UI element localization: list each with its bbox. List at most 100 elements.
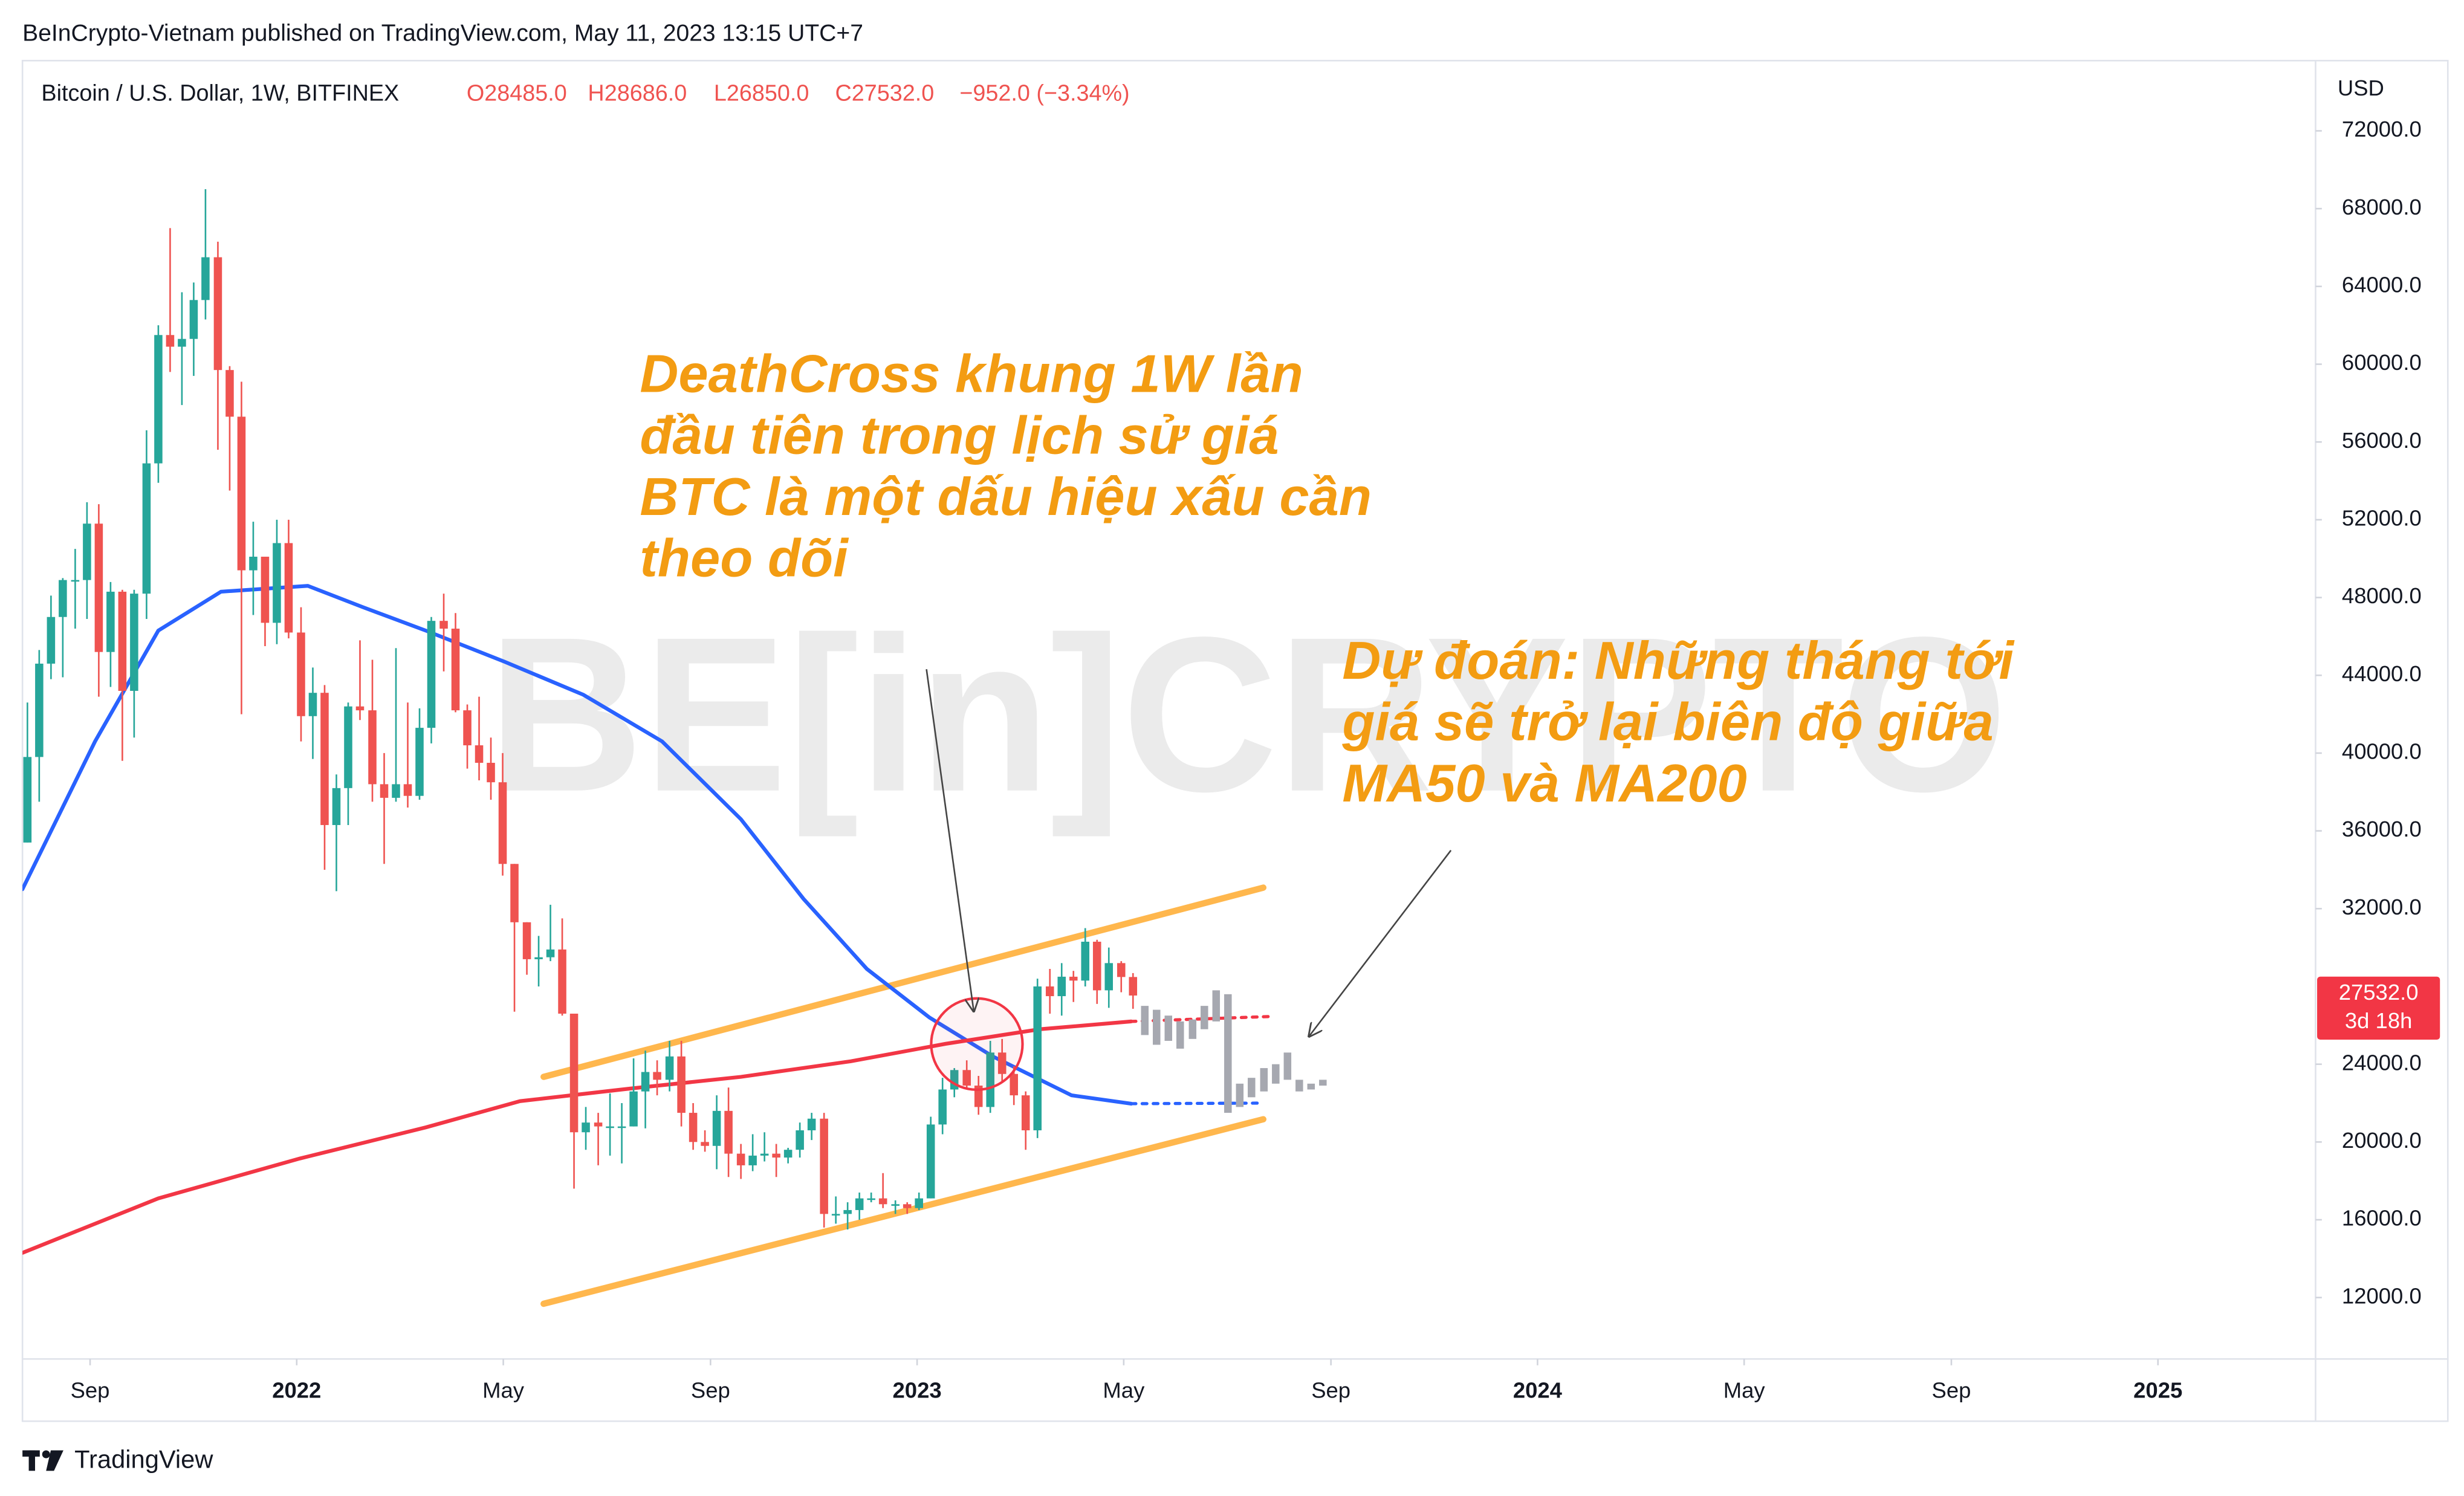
x-tick-label: Sep — [71, 1378, 110, 1403]
candle-body — [820, 1118, 828, 1214]
candle-body — [510, 864, 519, 922]
candle-body — [546, 949, 555, 957]
candle-body — [94, 523, 103, 652]
candle-body — [701, 1142, 709, 1146]
candle-body — [1033, 986, 1042, 1131]
watermark: BE[in]CRYPTO — [488, 592, 2008, 839]
candle-body — [594, 1122, 603, 1127]
candle-body — [1104, 963, 1114, 991]
cross-highlight — [930, 997, 1024, 1091]
header: BeInCrypto-Vietnam published on TradingV… — [22, 21, 863, 47]
candle-body — [320, 693, 329, 825]
y-tick-label: 36000.0 — [2342, 817, 2422, 841]
forecast-bar — [1307, 1083, 1315, 1090]
candle-body — [213, 257, 222, 371]
candle-body — [392, 784, 400, 798]
candle-body — [796, 1130, 804, 1150]
forecast-bar — [1260, 1068, 1268, 1092]
y-tick-label: 16000.0 — [2342, 1206, 2422, 1231]
candle-body — [606, 1126, 614, 1128]
candle-body — [807, 1118, 816, 1131]
candle-body — [1045, 986, 1054, 997]
candle-body — [178, 338, 186, 347]
candle-body — [1081, 941, 1090, 981]
candle-body — [189, 300, 198, 339]
y-tick-label: 68000.0 — [2342, 195, 2422, 219]
candle-body — [724, 1110, 733, 1154]
candle-body — [629, 1091, 638, 1127]
x-tick-label: 2023 — [893, 1378, 942, 1403]
y-tick-label: 24000.0 — [2342, 1050, 2422, 1075]
ohlc-high: H28686.0 — [588, 80, 687, 106]
candle-body — [855, 1198, 864, 1210]
forecast-bar — [1176, 1021, 1184, 1049]
candle-body — [843, 1209, 852, 1214]
forecast-bar — [1295, 1080, 1303, 1092]
candle-body — [415, 728, 424, 796]
candle-body — [1069, 976, 1078, 981]
line — [540, 1116, 1267, 1307]
forecast-bar — [1188, 1019, 1197, 1039]
x-tick-label: Sep — [1932, 1378, 1971, 1403]
arrow — [926, 669, 974, 1011]
annotation-line: giá sẽ trở lại biên độ giữa — [1341, 691, 1993, 751]
candle-body — [308, 693, 317, 716]
candle-body — [915, 1198, 923, 1208]
candle-body — [558, 949, 566, 1014]
candle-body — [273, 543, 281, 623]
candle-body — [653, 1072, 661, 1080]
candle-body — [249, 557, 258, 571]
candle-body — [35, 663, 44, 757]
candle-body — [534, 957, 543, 959]
ohlc-low: L26850.0 — [714, 80, 809, 106]
candle-body — [962, 1070, 971, 1086]
y-tick-label: 12000.0 — [2342, 1283, 2422, 1308]
y-tick-label: 72000.0 — [2342, 117, 2422, 141]
price-tag — [2317, 976, 2440, 1040]
candle-body — [783, 1150, 793, 1158]
candle-body — [142, 463, 151, 594]
candle-body — [106, 591, 115, 652]
candle-body — [938, 1089, 947, 1125]
forecast-bar — [1319, 1080, 1327, 1086]
footer: TradingView — [74, 1445, 213, 1474]
price-tag-label: 27532.0 — [2339, 980, 2419, 1005]
candle-body — [582, 1122, 590, 1133]
forecast-bar — [1212, 990, 1221, 1022]
line — [22, 1019, 1133, 1255]
candle-body — [475, 745, 484, 763]
candle-body — [427, 621, 436, 728]
ohlc-close: C27532.0 — [835, 80, 934, 106]
candle-body — [297, 632, 305, 716]
x-tick-label: Sep — [691, 1378, 730, 1403]
x-tick-label: 2022 — [272, 1378, 321, 1403]
forecast-bar — [1248, 1078, 1256, 1098]
x-tick-label: May — [482, 1378, 525, 1403]
forecast-bar — [1224, 994, 1232, 1113]
symbol-title: Bitcoin / U.S. Dollar, 1W, BITFINEX — [41, 80, 399, 106]
tradingview-logo — [22, 1450, 63, 1471]
candle-body — [403, 784, 412, 796]
candle-body — [487, 763, 495, 783]
forecast-bar — [1201, 1006, 1208, 1029]
x-tick-label: 2025 — [2133, 1378, 2182, 1403]
y-tick-label: 40000.0 — [2342, 739, 2422, 764]
annotation-line: Dự đoán: Những tháng tới — [1342, 630, 2015, 690]
countdown-label: 3d 18h — [2345, 1008, 2413, 1033]
forecast-bar — [1272, 1064, 1280, 1084]
y-tick-label: 52000.0 — [2342, 506, 2422, 531]
ohlc-change: −952.0 (−3.34%) — [959, 80, 1129, 106]
candle-body — [831, 1214, 840, 1216]
candle-body — [225, 370, 234, 417]
candle-body — [59, 580, 67, 617]
candle-body — [1021, 1095, 1030, 1131]
candle-body — [71, 580, 80, 582]
candle-body — [498, 782, 507, 864]
candle-body — [1117, 963, 1126, 977]
frame — [21, 60, 2449, 1422]
candle-body — [1129, 977, 1138, 996]
candle-body — [926, 1124, 935, 1199]
candle-body — [522, 922, 531, 959]
